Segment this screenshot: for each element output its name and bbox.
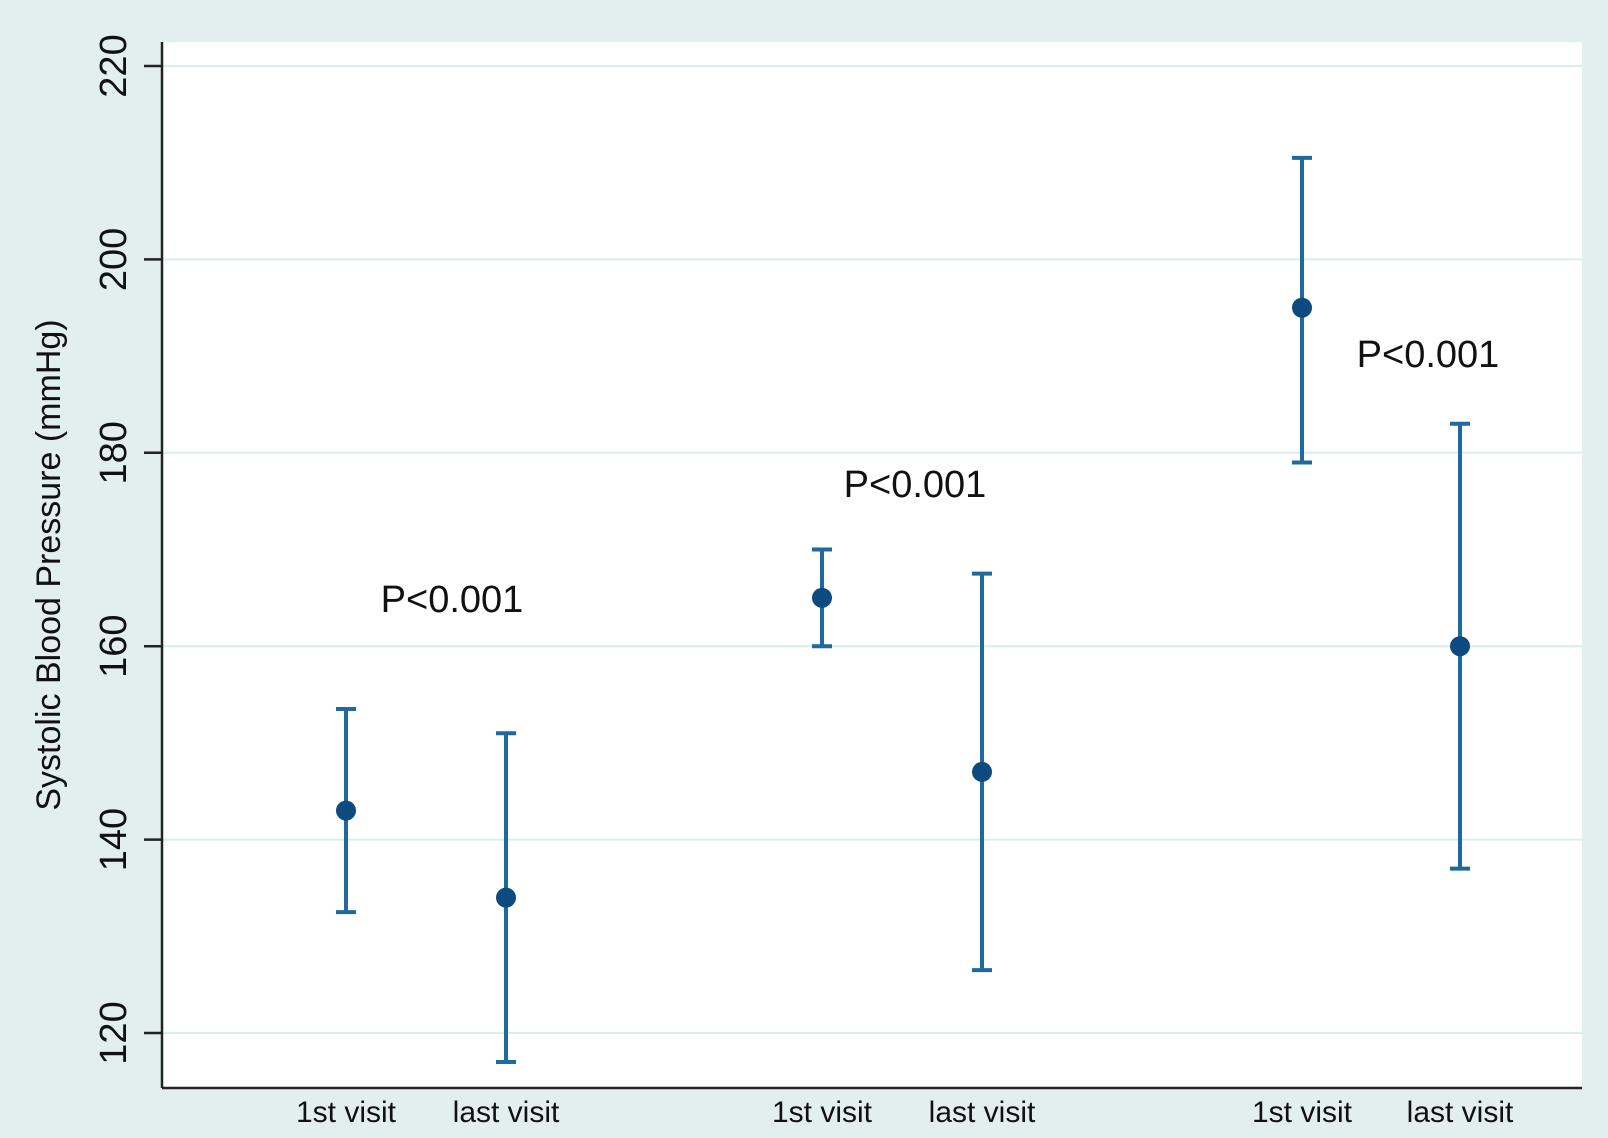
p-value-annotation: P<0.001 <box>1357 334 1500 376</box>
y-tick-label-140: 140 <box>93 808 135 871</box>
mean-point <box>336 800 356 821</box>
mean-point <box>1450 636 1470 657</box>
x-category-label: 1st visit <box>772 1096 873 1129</box>
axes <box>144 42 1582 1090</box>
mean-point <box>1292 297 1312 318</box>
p-value-annotation: P<0.001 <box>844 464 987 506</box>
x-category-label: 1st visit <box>296 1096 397 1129</box>
y-tick-label-180: 180 <box>93 421 135 484</box>
x-category-label: last visit <box>929 1096 1036 1129</box>
data-marks <box>336 155 1470 1065</box>
x-category-label: 1st visit <box>1252 1096 1353 1129</box>
mean-point <box>972 761 992 782</box>
mean-point <box>496 887 516 908</box>
y-axis-title: Systolic Blood Pressure (mmHg) <box>30 319 68 810</box>
y-tick-label-160: 160 <box>93 614 135 677</box>
y-tick-label-200: 200 <box>93 228 135 291</box>
y-tick-label-120: 120 <box>93 1001 135 1064</box>
plot-background <box>162 42 1582 1088</box>
x-category-label: last visit <box>453 1096 560 1129</box>
p-value-annotation: P<0.001 <box>381 579 524 621</box>
y-tick-label-220: 220 <box>93 34 135 97</box>
labels: 120 140 160 180 200 220 1st visit last visit 1st… <box>93 34 1514 1129</box>
x-category-label: last visit <box>1407 1096 1514 1129</box>
gridlines <box>162 65 1582 1034</box>
mean-point <box>812 587 832 608</box>
